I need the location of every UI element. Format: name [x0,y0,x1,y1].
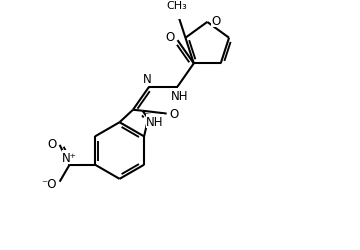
Text: O: O [211,15,221,28]
Text: N: N [143,73,152,86]
Text: NH: NH [147,115,164,128]
Text: CH₃: CH₃ [167,0,188,10]
Text: NH: NH [171,89,188,102]
Text: O: O [165,30,175,43]
Text: N⁺: N⁺ [62,151,77,164]
Text: O: O [48,137,57,150]
Text: ⁻O: ⁻O [41,177,57,190]
Text: O: O [170,108,179,120]
